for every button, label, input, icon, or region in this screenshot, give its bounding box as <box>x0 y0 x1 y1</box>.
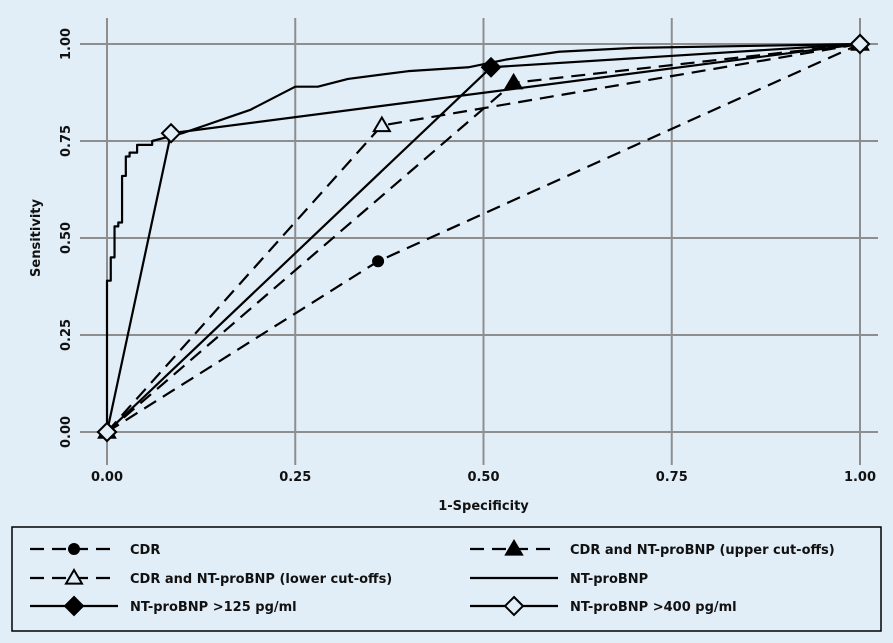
y-tick-label-0: 0.00 <box>59 416 74 448</box>
series-5-marker-1 <box>160 122 182 144</box>
series-0-marker-1 <box>372 255 385 268</box>
x-axis-label: 1-Specificity <box>438 499 529 514</box>
y-axis-label: Sensitivity <box>29 199 44 277</box>
x-tick-label-4: 1.00 <box>844 470 876 485</box>
series-1-marker-1 <box>503 72 524 90</box>
tick-labels: 0.00 0.25 0.50 0.75 1.00 0.00 0.25 0.50 0.75 1.00 <box>59 28 876 485</box>
series-line-2 <box>106 42 861 433</box>
markers <box>96 33 871 443</box>
series-2-marker-1 <box>372 115 392 133</box>
x-tick-label-0: 0.00 <box>91 470 123 485</box>
legend-label-5: NT-proBNP >400 pg/ml <box>570 600 737 615</box>
x-tick-label-3: 0.75 <box>656 470 688 485</box>
legend-label-4: NT-proBNP >125 pg/ml <box>130 600 297 615</box>
series-5-marker-2 <box>849 33 871 55</box>
legend-label-2: CDR and NT-proBNP (lower cut-offs) <box>130 572 392 587</box>
legend-marker-1 <box>504 539 524 556</box>
y-tick-label-3: 0.75 <box>59 125 74 157</box>
y-tick-label-2: 0.50 <box>59 222 74 254</box>
series-line-3 <box>105 42 861 432</box>
y-tick-label-4: 1.00 <box>59 28 74 60</box>
grid <box>80 18 878 465</box>
legend-marker-5 <box>503 595 525 617</box>
x-tick-label-1: 0.25 <box>279 470 311 485</box>
legend-box <box>11 526 882 632</box>
legend-marker-0 <box>68 543 80 555</box>
legend-marker-2 <box>64 568 84 585</box>
series-5-marker-0 <box>96 421 118 443</box>
y-tick-label-1: 0.25 <box>59 319 74 351</box>
legend: CDR CDR and NT-proBNP (upper cut-offs) CDR… <box>30 539 835 617</box>
legend-label-0: CDR <box>130 543 160 558</box>
legend-marker-4 <box>63 595 85 617</box>
series-4-marker-1 <box>480 56 502 78</box>
x-tick-label-2: 0.50 <box>467 470 499 485</box>
legend-label-1: CDR and NT-proBNP (upper cut-offs) <box>570 543 835 558</box>
legend-label-3: NT-proBNP <box>570 572 648 587</box>
